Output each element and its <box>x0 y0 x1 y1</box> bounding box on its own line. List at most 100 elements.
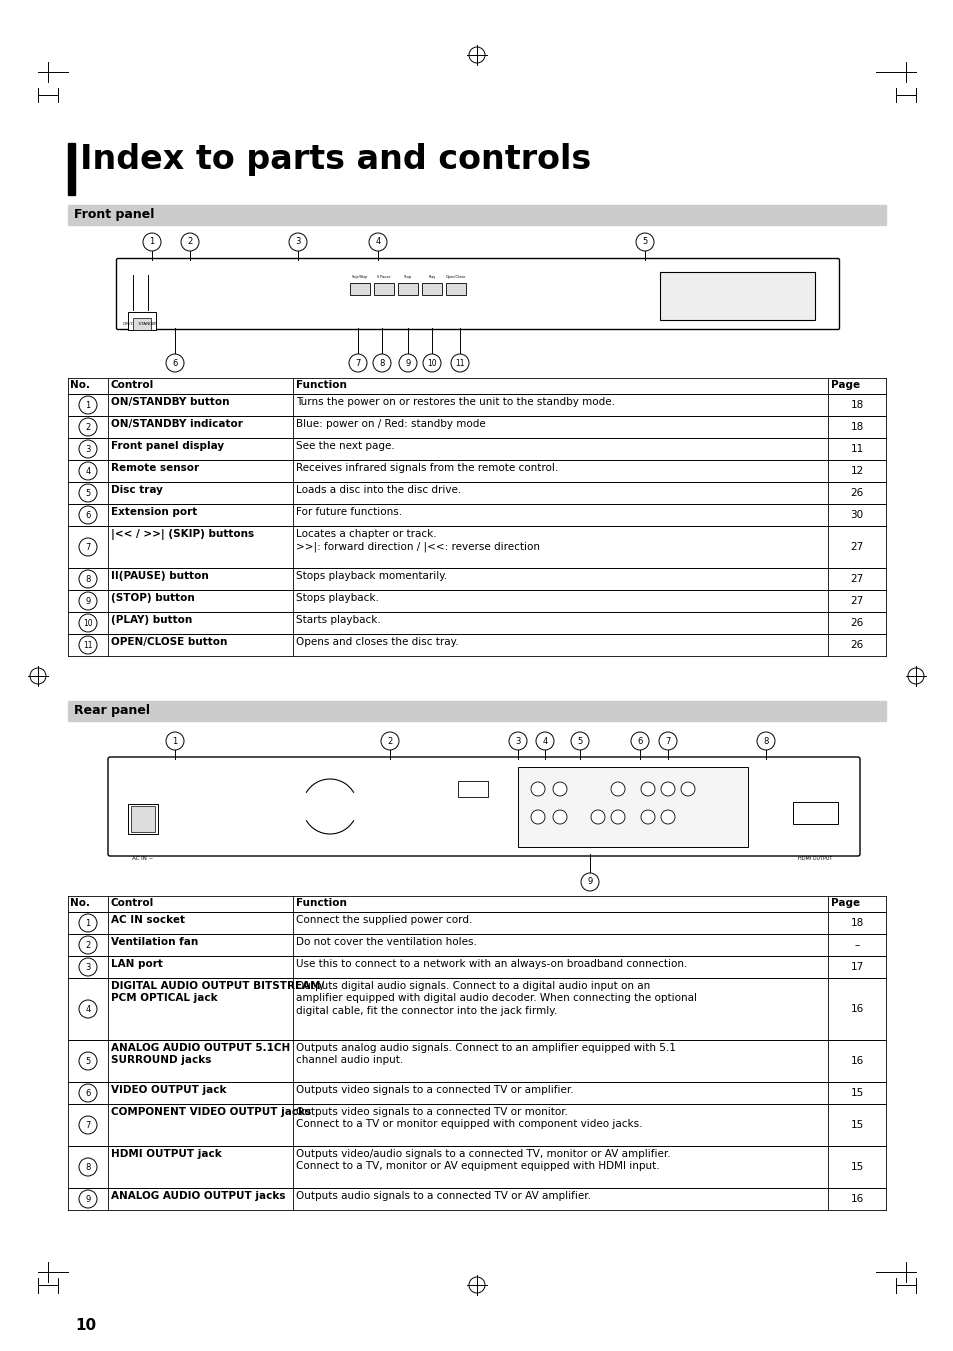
Bar <box>128 312 156 330</box>
Circle shape <box>79 570 97 588</box>
FancyBboxPatch shape <box>108 757 859 857</box>
Text: 3: 3 <box>515 736 520 746</box>
Circle shape <box>79 396 97 413</box>
Bar <box>446 282 465 295</box>
Text: ANALOG AUDIO OUTPUT 5.1CH
SURROUND jacks: ANALOG AUDIO OUTPUT 5.1CH SURROUND jacks <box>111 1043 290 1066</box>
Circle shape <box>79 1084 97 1102</box>
Text: DIGITAL AUDIO OUTPUT BITSTREAM/
PCM OPTICAL jack: DIGITAL AUDIO OUTPUT BITSTREAM/ PCM OPTI… <box>111 981 324 1004</box>
Circle shape <box>536 732 554 750</box>
Text: For future functions.: For future functions. <box>295 507 402 517</box>
Text: Front panel display: Front panel display <box>111 440 224 451</box>
Text: Page: Page <box>830 898 860 908</box>
Text: Front panel: Front panel <box>74 208 154 222</box>
Text: Outputs video signals to a connected TV or amplifier.: Outputs video signals to a connected TV … <box>295 1085 573 1096</box>
Text: Outputs digital audio signals. Connect to a digital audio input on an
amplifier : Outputs digital audio signals. Connect t… <box>295 981 697 1016</box>
Text: Receives infrared signals from the remote control.: Receives infrared signals from the remot… <box>295 463 558 473</box>
Circle shape <box>79 592 97 611</box>
Text: 7: 7 <box>85 1120 91 1129</box>
Text: 7: 7 <box>355 358 360 367</box>
Text: 7: 7 <box>664 736 670 746</box>
Circle shape <box>531 811 544 824</box>
Bar <box>792 802 837 824</box>
Circle shape <box>289 232 307 251</box>
Circle shape <box>166 354 184 372</box>
Bar <box>128 804 158 834</box>
Text: 9: 9 <box>587 878 592 886</box>
Text: Stop: Stop <box>403 276 412 280</box>
Text: 11: 11 <box>83 640 92 650</box>
Circle shape <box>630 732 648 750</box>
Text: (PLAY) button: (PLAY) button <box>111 615 193 626</box>
Text: 4: 4 <box>85 1005 91 1013</box>
Text: Extension port: Extension port <box>111 507 197 517</box>
Circle shape <box>571 732 588 750</box>
Circle shape <box>640 811 655 824</box>
Bar <box>457 781 488 797</box>
Text: Control: Control <box>111 898 154 908</box>
Text: 2: 2 <box>387 736 393 746</box>
Text: 6: 6 <box>85 511 91 520</box>
Text: 2: 2 <box>187 238 193 246</box>
Text: 1: 1 <box>85 919 91 928</box>
Text: 27: 27 <box>849 574 862 584</box>
Circle shape <box>580 873 598 892</box>
Circle shape <box>79 507 97 524</box>
Text: |<< / >>| (SKIP) buttons: |<< / >>| (SKIP) buttons <box>111 530 253 540</box>
Circle shape <box>553 782 566 796</box>
Text: Skip/Skip: Skip/Skip <box>352 276 368 280</box>
Circle shape <box>79 613 97 632</box>
Bar <box>350 282 370 295</box>
Text: Do not cover the ventilation holes.: Do not cover the ventilation holes. <box>295 938 476 947</box>
Text: 3: 3 <box>85 962 91 971</box>
Bar <box>374 282 394 295</box>
Circle shape <box>79 958 97 975</box>
Text: Outputs video/audio signals to a connected TV, monitor or AV amplifier.
Connect : Outputs video/audio signals to a connect… <box>295 1148 670 1171</box>
Text: Use this to connect to a network with an always-on broadband connection.: Use this to connect to a network with an… <box>295 959 687 969</box>
Text: 1: 1 <box>85 400 91 409</box>
Text: 1: 1 <box>150 238 154 246</box>
Text: 9: 9 <box>85 1194 91 1204</box>
Text: 5: 5 <box>85 1056 91 1066</box>
Circle shape <box>79 1052 97 1070</box>
Text: 12: 12 <box>849 466 862 476</box>
Text: II(PAUSE) button: II(PAUSE) button <box>111 571 209 581</box>
Bar <box>421 282 441 295</box>
Text: 4: 4 <box>85 466 91 476</box>
Text: Connect the supplied power cord.: Connect the supplied power cord. <box>295 915 472 925</box>
Text: 18: 18 <box>849 422 862 432</box>
Text: Blue: power on / Red: standby mode: Blue: power on / Red: standby mode <box>295 419 485 430</box>
Circle shape <box>509 732 526 750</box>
Circle shape <box>680 782 695 796</box>
Bar <box>132 317 151 330</box>
Bar <box>68 701 885 721</box>
Circle shape <box>380 732 398 750</box>
Circle shape <box>79 417 97 436</box>
Text: ON/STANDBY indicator: ON/STANDBY indicator <box>111 419 243 430</box>
Text: Function: Function <box>295 380 347 390</box>
Text: 11: 11 <box>849 444 862 454</box>
Text: 26: 26 <box>849 640 862 650</box>
Text: Starts playback.: Starts playback. <box>295 615 380 626</box>
Circle shape <box>79 484 97 503</box>
Circle shape <box>659 732 677 750</box>
Text: VIDEO OUTPUT jack: VIDEO OUTPUT jack <box>111 1085 226 1096</box>
Text: AC IN socket: AC IN socket <box>111 915 185 925</box>
Text: 8: 8 <box>85 1162 91 1171</box>
Text: COMPONENT VIDEO OUTPUT jacks: COMPONENT VIDEO OUTPUT jacks <box>111 1106 311 1117</box>
Text: Outputs analog audio signals. Connect to an amplifier equipped with 5.1
channel : Outputs analog audio signals. Connect to… <box>295 1043 675 1066</box>
Circle shape <box>166 732 184 750</box>
Circle shape <box>79 1116 97 1133</box>
Bar <box>68 143 75 195</box>
Text: 6: 6 <box>85 1089 91 1097</box>
Circle shape <box>757 732 774 750</box>
Text: See the next page.: See the next page. <box>295 440 395 451</box>
Text: 3: 3 <box>85 444 91 454</box>
Text: 5: 5 <box>577 736 582 746</box>
Circle shape <box>79 440 97 458</box>
Text: 9: 9 <box>405 358 410 367</box>
Text: Locates a chapter or track.
>>|: forward direction / |<<: reverse direction: Locates a chapter or track. >>|: forward… <box>295 530 539 553</box>
Text: 10: 10 <box>83 619 92 627</box>
Text: Turns the power on or restores the unit to the standby mode.: Turns the power on or restores the unit … <box>295 397 615 407</box>
Text: Page: Page <box>830 380 860 390</box>
Circle shape <box>610 811 624 824</box>
